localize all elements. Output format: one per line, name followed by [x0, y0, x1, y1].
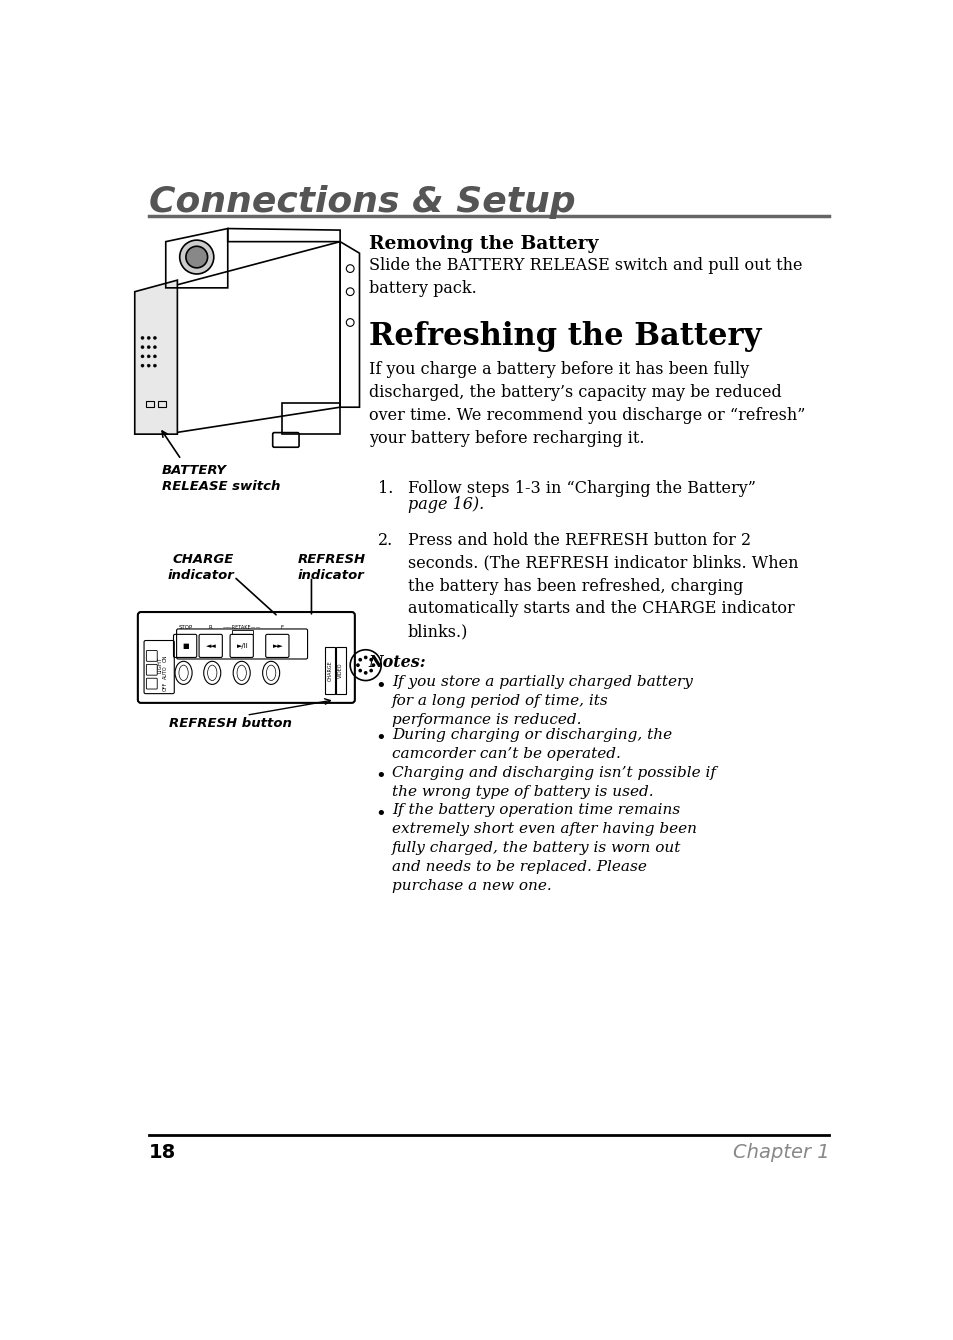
Text: R: R: [209, 624, 213, 630]
Circle shape: [147, 355, 150, 358]
Text: If you store a partially charged battery
for a long period of time, its
performa: If you store a partially charged battery…: [392, 675, 692, 728]
Bar: [146, 401, 154, 407]
Circle shape: [186, 247, 208, 268]
Text: ►/II: ►/II: [236, 643, 248, 649]
Circle shape: [356, 665, 358, 666]
Circle shape: [370, 670, 372, 671]
Circle shape: [358, 658, 361, 661]
Text: ►►: ►►: [273, 643, 283, 649]
Text: Follow steps 1-3 in “Charging the Battery”: Follow steps 1-3 in “Charging the Batter…: [407, 480, 760, 497]
Text: page 16).: page 16).: [407, 496, 483, 513]
Circle shape: [370, 658, 372, 661]
Circle shape: [147, 336, 150, 339]
Text: Refreshing the Battery: Refreshing the Battery: [369, 322, 760, 352]
FancyBboxPatch shape: [137, 612, 355, 704]
Text: If the battery operation time remains
extremely short even after having been
ful: If the battery operation time remains ex…: [392, 804, 697, 894]
Circle shape: [179, 240, 213, 273]
Text: ◄◄: ◄◄: [206, 643, 216, 649]
Text: OFF: OFF: [162, 681, 168, 690]
Circle shape: [141, 346, 144, 348]
Text: Slide the BATTERY RELEASE switch and pull out the
battery pack.: Slide the BATTERY RELEASE switch and pul…: [369, 257, 801, 297]
Circle shape: [141, 355, 144, 358]
Text: CHARGE
indicator: CHARGE indicator: [167, 553, 233, 583]
Text: AUTO: AUTO: [162, 665, 168, 679]
Text: •: •: [375, 805, 385, 823]
Text: 2.: 2.: [377, 532, 393, 549]
Circle shape: [364, 657, 367, 658]
Text: •: •: [375, 677, 385, 694]
Text: ON: ON: [162, 654, 168, 662]
Text: LIGHT: LIGHT: [157, 657, 162, 673]
Circle shape: [153, 336, 156, 339]
Text: BATTERY
RELEASE switch: BATTERY RELEASE switch: [162, 464, 280, 493]
Text: F: F: [280, 624, 283, 630]
Text: ——RETAKE——: ——RETAKE——: [222, 624, 260, 630]
Text: CHARGE: CHARGE: [327, 661, 333, 681]
Text: Press and hold the REFRESH button for 2
seconds. (The REFRESH indicator blinks. : Press and hold the REFRESH button for 2 …: [407, 532, 798, 641]
Bar: [335, 647, 345, 694]
Text: ■: ■: [182, 643, 189, 649]
Circle shape: [153, 364, 156, 367]
Circle shape: [153, 355, 156, 358]
Text: If you charge a battery before it has been fully
discharged, the battery’s capac: If you charge a battery before it has be…: [369, 360, 804, 446]
Polygon shape: [134, 280, 177, 434]
Text: •: •: [375, 768, 385, 785]
Circle shape: [147, 346, 150, 348]
Bar: [233, 630, 253, 634]
Circle shape: [372, 665, 375, 666]
Text: Chapter 1: Chapter 1: [732, 1143, 828, 1162]
Text: REFRESH
indicator: REFRESH indicator: [297, 553, 365, 583]
Text: Connections & Setup: Connections & Setup: [149, 185, 575, 220]
Text: VIDEO: VIDEO: [338, 663, 343, 678]
Text: STOP: STOP: [178, 624, 193, 630]
Text: •: •: [375, 729, 385, 748]
Circle shape: [141, 364, 144, 367]
Circle shape: [141, 336, 144, 339]
Bar: [325, 647, 335, 694]
Text: 1.: 1.: [377, 480, 393, 497]
Text: 18: 18: [149, 1143, 175, 1162]
Text: Removing the Battery: Removing the Battery: [369, 236, 598, 253]
Circle shape: [153, 346, 156, 348]
Text: Notes:: Notes:: [369, 654, 426, 670]
Text: During charging or discharging, the
camcorder can’t be operated.: During charging or discharging, the camc…: [392, 728, 672, 761]
Circle shape: [147, 364, 150, 367]
Circle shape: [364, 671, 367, 674]
Bar: [158, 401, 166, 407]
Text: Charging and discharging isn’t possible if
the wrong type of battery is used.: Charging and discharging isn’t possible …: [392, 765, 716, 799]
Circle shape: [358, 670, 361, 671]
Text: REFRESH button: REFRESH button: [170, 717, 292, 730]
